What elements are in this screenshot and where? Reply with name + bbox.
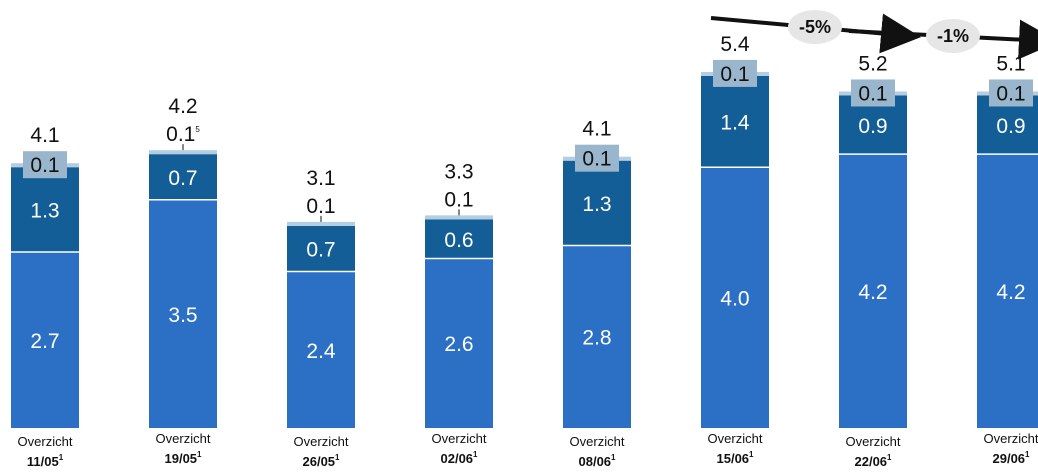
x-axis-label: Overzicht xyxy=(570,434,625,449)
top-label-box xyxy=(575,144,619,172)
bar-value-label: 2.4 xyxy=(306,340,336,363)
bar-value-label: 3.5 xyxy=(168,304,197,327)
bar-value-label: 4.2 xyxy=(996,281,1025,304)
bar-value-label: 1.3 xyxy=(30,200,59,223)
bar-value-label: 2.8 xyxy=(582,327,611,350)
bar-value-label: 4.2 xyxy=(858,281,887,304)
bar-value-label: 4.0 xyxy=(720,288,749,311)
bar-value-label: 0.7 xyxy=(168,167,197,190)
x-axis-label: Overzicht xyxy=(846,434,901,449)
bar-segment-base xyxy=(11,251,79,428)
bar-value-label: 0.9 xyxy=(858,115,887,138)
bar-value-label: 2.6 xyxy=(444,333,473,356)
bar-segment-middle xyxy=(11,167,79,252)
x-axis-date-label: 19/051 xyxy=(165,450,203,466)
top-segment-label: 0.15 xyxy=(166,123,200,146)
bar-segment-middle xyxy=(287,225,355,272)
footnote-marker: 1 xyxy=(197,450,202,459)
change-pill xyxy=(926,19,980,53)
top-segment-label: 0.1 xyxy=(444,188,473,211)
footnote-marker: 1 xyxy=(59,453,64,462)
change-percent-label: -1% xyxy=(937,26,969,46)
top-label-box xyxy=(23,151,67,179)
top-label-box xyxy=(989,79,1033,107)
bar-segment-base xyxy=(563,245,631,428)
x-axis-label: Overzicht xyxy=(18,434,73,449)
footnote-marker: 1 xyxy=(473,450,478,459)
bar-segment-top xyxy=(425,215,493,220)
bar-value-label: 0.9 xyxy=(996,115,1025,138)
bar-total-label: 4.1 xyxy=(582,118,611,141)
bar-value-label: 0.6 xyxy=(444,229,473,252)
top-segment-label: 0.1 xyxy=(720,63,749,86)
x-axis-label: Overzicht xyxy=(432,431,487,446)
bar-value-label: 1.3 xyxy=(582,193,611,216)
x-axis-label: Overzicht xyxy=(708,431,763,446)
bar-total-label: 4.2 xyxy=(168,95,197,118)
bar-total-label: 5.1 xyxy=(996,52,1025,75)
bar-value-label: 1.4 xyxy=(720,112,750,135)
change-percent-label: -5% xyxy=(799,17,831,37)
change-pill xyxy=(788,10,842,44)
bar-total-label: 3.3 xyxy=(444,160,473,183)
top-label-box xyxy=(851,79,895,107)
bar-segment-base xyxy=(425,258,493,428)
x-axis-date-label: 02/061 xyxy=(441,450,479,466)
x-axis-label: Overzicht xyxy=(984,431,1038,446)
top-label-box xyxy=(713,59,757,87)
bar-segment-base xyxy=(287,271,355,428)
x-axis-date-label: 11/051 xyxy=(27,453,64,469)
bar-total-label: 5.2 xyxy=(858,52,887,75)
bar-segment-middle xyxy=(425,219,493,259)
top-segment-label: 0.1 xyxy=(858,82,887,105)
top-segment-label: 0.1 xyxy=(582,148,611,171)
bar-segment-middle xyxy=(701,75,769,168)
bar-segment-top xyxy=(149,150,217,155)
bar-segment-middle xyxy=(563,160,631,246)
top-segment-label: 0.1 xyxy=(996,82,1025,105)
footnote-marker: 1 xyxy=(611,453,616,462)
bar-value-label: 2.7 xyxy=(30,330,59,353)
bar-total-label: 5.4 xyxy=(720,33,750,56)
footnote-marker: 1 xyxy=(887,453,892,462)
x-axis-label: Overzicht xyxy=(156,431,211,446)
footnote-marker: 1 xyxy=(749,450,754,459)
footnote-marker: 1 xyxy=(335,453,340,462)
bar-segment-top xyxy=(287,221,355,226)
x-axis-date-label: 08/061 xyxy=(579,453,617,469)
x-axis-date-label: 22/061 xyxy=(855,453,893,469)
footnote-marker: 5 xyxy=(195,125,200,134)
footnote-marker: 1 xyxy=(1025,450,1030,459)
top-segment-label: 0.1 xyxy=(306,195,335,218)
x-axis-date-label: 15/061 xyxy=(717,450,755,466)
bar-segment-base xyxy=(149,199,217,428)
bar-total-label: 3.1 xyxy=(306,167,335,190)
x-axis-label: Overzicht xyxy=(294,434,349,449)
x-axis-date-label: 26/051 xyxy=(303,453,341,469)
top-segment-label: 0.1 xyxy=(30,154,59,177)
bar-segment-base xyxy=(701,167,769,428)
bar-segment-base xyxy=(977,154,1038,428)
bar-segment-base xyxy=(839,154,907,428)
x-axis-date-label: 29/061 xyxy=(993,450,1031,466)
bar-value-label: 0.7 xyxy=(306,239,335,262)
bar-segment-middle xyxy=(149,154,217,200)
bar-total-label: 4.1 xyxy=(30,124,59,147)
